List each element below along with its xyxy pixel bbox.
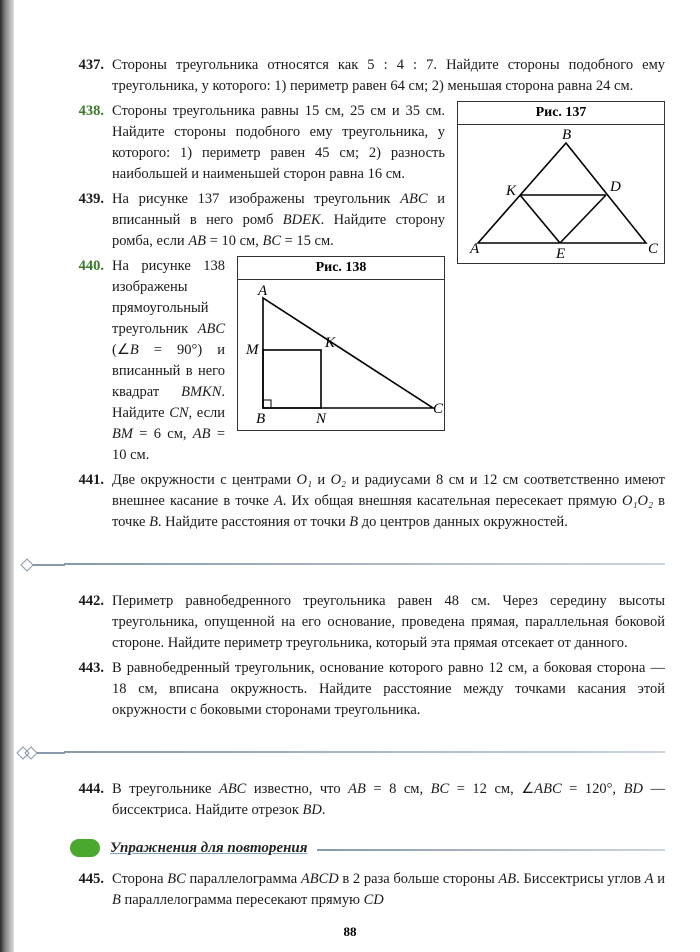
problem-number: 442. (70, 591, 112, 654)
figure-title: Рис. 137 (458, 102, 664, 125)
svg-text:D: D (609, 179, 621, 195)
diamond-marker-icon (15, 744, 65, 762)
svg-text:N: N (315, 411, 327, 427)
svg-text:B: B (256, 411, 265, 427)
problem-445: 445. Сторона BC параллелограмма ABCD в 2… (70, 869, 665, 911)
page-content: 437. Стороны треугольника относятся как … (0, 0, 700, 936)
page-number: 88 (0, 924, 700, 940)
problem-text: Сторона BC параллелограмма ABCD в 2 раза… (112, 869, 665, 911)
divider-line (64, 563, 665, 565)
diamond-marker-icon (15, 556, 65, 574)
problem-text: Периметр равнобедренного треугольника ра… (112, 591, 665, 654)
figure-title: Рис. 138 (238, 257, 444, 280)
svg-text:B: B (562, 127, 571, 143)
section-divider-2 (70, 739, 665, 769)
svg-text:E: E (555, 246, 565, 262)
problem-number: 437. (70, 55, 112, 97)
section-title: Упражнения для повторения (110, 840, 317, 857)
figure-137-svg: A B C K D E (458, 125, 664, 263)
problem-number: 443. (70, 658, 112, 721)
svg-text:M: M (245, 342, 260, 358)
problem-text: На рисунке 137 изображены треугольник AB… (112, 189, 445, 252)
section-header-exercises: Упражнения для повторения (70, 839, 665, 857)
section-divider-1 (70, 551, 665, 581)
figure-137: Рис. 137 A B C K D E (457, 101, 665, 264)
problem-440: 440. На рисунке 138 изображены прямоугол… (70, 256, 225, 466)
problem-text: Стороны треугольника равны 15 см, 25 см … (112, 101, 445, 185)
svg-text:C: C (433, 401, 444, 417)
svg-text:K: K (505, 183, 517, 199)
wrap-area-2: Рис. 138 A M B K N C 440. На рисунке 138… (70, 256, 665, 533)
problem-442: 442. Периметр равнобедренного треугольни… (70, 591, 665, 654)
problem-number: 440. (70, 256, 112, 466)
svg-text:K: K (324, 335, 336, 351)
problem-438: 438. Стороны треугольника равны 15 см, 2… (70, 101, 445, 185)
problem-number: 438. (70, 101, 112, 185)
problem-444: 444. В треугольнике ABC известно, что AB… (70, 779, 665, 821)
problem-441: 441. Две окружности с центрами O₁ и O₂ и… (70, 470, 665, 533)
divider-line (64, 751, 665, 753)
problem-439: 439. На рисунке 137 изображены треугольн… (70, 189, 445, 252)
problem-text: Две окружности с центрами O₁ и O₂ и ради… (112, 470, 665, 533)
pill-icon (70, 839, 100, 857)
problem-text: В треугольнике ABC известно, что AB = 8 … (112, 779, 665, 821)
problem-text: В равнобедренный треугольник, основание … (112, 658, 665, 721)
figure-138: Рис. 138 A M B K N C (237, 256, 445, 431)
problem-437: 437. Стороны треугольника относятся как … (70, 55, 665, 97)
problem-number: 441. (70, 470, 112, 533)
problem-443: 443. В равнобедренный треугольник, основ… (70, 658, 665, 721)
figure-138-svg: A M B K N C (238, 280, 444, 430)
svg-text:C: C (648, 241, 659, 257)
problem-number: 444. (70, 779, 112, 821)
problem-number: 439. (70, 189, 112, 252)
svg-text:A: A (469, 241, 480, 257)
wrap-area-1: Рис. 137 A B C K D E 438. Стороны треуго… (70, 101, 665, 252)
problem-text: На рисунке 138 изображены прямоугольный … (112, 256, 225, 466)
problem-text: Стороны треугольника относятся как 5 : 4… (112, 55, 665, 97)
section-tail-line (317, 849, 665, 851)
problem-number: 445. (70, 869, 112, 911)
svg-text:A: A (257, 283, 268, 299)
